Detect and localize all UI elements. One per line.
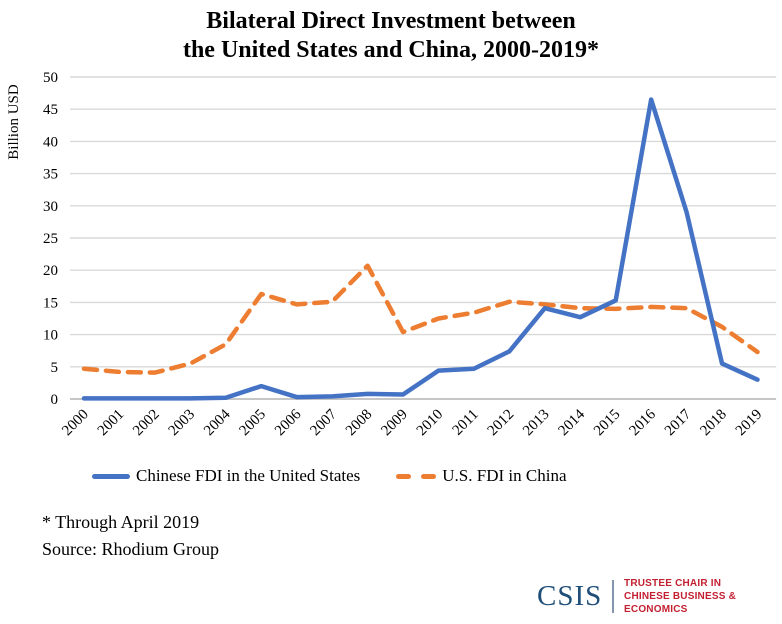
y-axis-tick-label: 35 (43, 167, 58, 183)
csis-logo-acronym: CSIS (537, 580, 603, 612)
chart-title-line1: Bilateral Direct Investment between (206, 8, 576, 34)
x-axis-tick-label: 2018 (697, 407, 730, 440)
footnote-through-april: * Through April 2019 (42, 512, 200, 532)
x-axis-tick-label: 2017 (662, 406, 695, 439)
y-axis-tick-label: 10 (43, 328, 58, 344)
csis-logo-subtitle: TRUSTEE CHAIR IN CHINESE BUSINESS & ECON… (624, 577, 782, 616)
x-axis-tick-label: 2000 (59, 407, 92, 440)
y-axis-tick-label: 15 (43, 295, 58, 311)
orange-dash-segment (396, 473, 412, 479)
y-axis-title: Billion USD (6, 84, 22, 160)
csis-logo-subtitle-line1: TRUSTEE CHAIR IN (624, 578, 722, 589)
csis-logo-subtitle-line2: CHINESE BUSINESS & ECONOMICS (624, 591, 736, 615)
x-axis-tick-label: 2012 (485, 407, 518, 440)
footnotes: * Through April 2019 Source: Rhodium Gro… (42, 509, 219, 563)
x-axis-tick-label: 2014 (556, 406, 589, 439)
x-axis-tick-label: 2019 (733, 407, 766, 440)
series-line-us-fdi-in-china (81, 263, 760, 375)
x-axis-tick-label: 2016 (626, 406, 659, 439)
series-line-chinese-fdi-in-us (81, 97, 760, 401)
x-axis-tick-label: 2001 (95, 407, 128, 440)
x-axis-tick-label: 2015 (591, 407, 624, 440)
y-axis-tick-label: 40 (43, 134, 58, 150)
x-axis-tick-label: 2009 (378, 407, 411, 440)
logo-divider (612, 580, 615, 613)
legend-item-us-fdi: U.S. FDI in China (396, 466, 567, 486)
x-axis-tick-label: 2002 (130, 407, 163, 440)
x-axis-tick-label: 2008 (343, 407, 376, 440)
blue-solid-line-sample (92, 473, 130, 479)
csis-logo: CSIS TRUSTEE CHAIR IN CHINESE BUSINESS &… (537, 577, 782, 616)
chart-title-line2: the United States and China, 2000-2019* (182, 37, 600, 63)
y-axis-tick-label: 50 (43, 70, 58, 86)
x-axis-tick-label: 2006 (272, 406, 305, 439)
x-axis-tick-label: 2013 (520, 407, 553, 440)
y-axis-tick-label: 25 (43, 231, 58, 247)
y-axis-tick-label: 20 (43, 263, 58, 279)
orange-dash-segment (421, 473, 437, 479)
chart-legend: Chinese FDI in the United States U.S. FD… (92, 466, 567, 486)
x-axis-tick-label: 2010 (414, 407, 447, 440)
y-axis-tick-label: 5 (51, 360, 59, 376)
legend-label-chinese-fdi: Chinese FDI in the United States (136, 466, 361, 485)
y-axis-tick-label: 30 (43, 199, 58, 215)
x-axis-tick-label: 2005 (237, 407, 270, 440)
legend-label-us-fdi: U.S. FDI in China (442, 466, 567, 485)
x-axis-tick-label: 2011 (450, 407, 482, 439)
orange-dashed-line-sample (396, 473, 437, 479)
legend-item-chinese-fdi: Chinese FDI in the United States (92, 466, 360, 486)
x-axis-tick-label: 2007 (307, 406, 340, 439)
y-axis-tick-label: 45 (43, 102, 58, 118)
x-axis-tick-label: 2003 (166, 407, 199, 440)
x-axis-tick-label: 2004 (201, 406, 234, 439)
footnote-source: Source: Rhodium Group (42, 539, 219, 559)
y-axis-tick-label: 0 (51, 392, 59, 408)
chart-title: Bilateral Direct Investment between the … (0, 7, 782, 65)
